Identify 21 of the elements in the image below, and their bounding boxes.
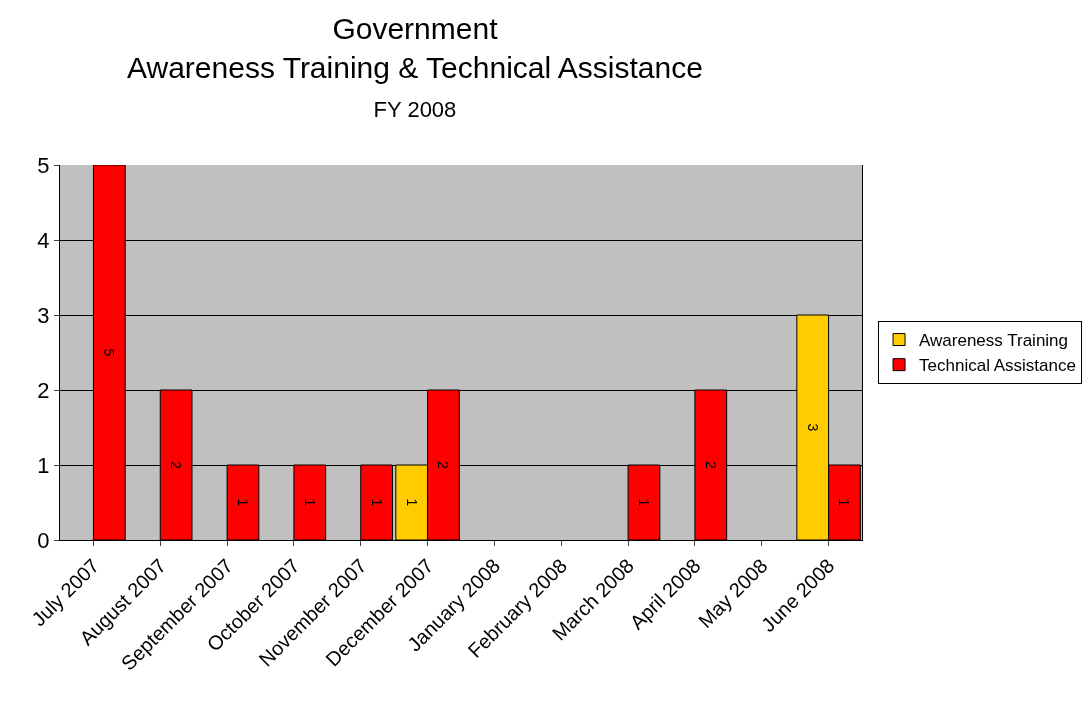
y-tick-label: 3 [37, 302, 50, 328]
data-label: 5 [101, 348, 118, 357]
data-label: 2 [168, 461, 185, 469]
y-tick-label: 1 [37, 452, 50, 478]
data-label: 1 [635, 498, 652, 507]
data-label: 1 [234, 498, 251, 507]
chart-subtitle: FY 2008 [373, 97, 457, 123]
y-tick-label: 5 [37, 152, 50, 178]
data-label: 2 [435, 461, 452, 469]
y-tick-label: 2 [37, 377, 50, 403]
legend-label: Technical Assistance [919, 356, 1076, 376]
data-label: 1 [836, 498, 853, 507]
data-label: 3 [804, 423, 821, 432]
data-label: 1 [403, 498, 420, 507]
data-label: 1 [368, 498, 385, 507]
data-label: 1 [301, 498, 318, 507]
chart-title: Government Awareness Training & Technical Assistance [127, 12, 703, 85]
y-tick-label: 0 [37, 527, 50, 553]
legend-label: Awareness Training [919, 331, 1069, 351]
y-tick-label: 4 [37, 227, 50, 253]
data-label: 2 [702, 461, 719, 469]
